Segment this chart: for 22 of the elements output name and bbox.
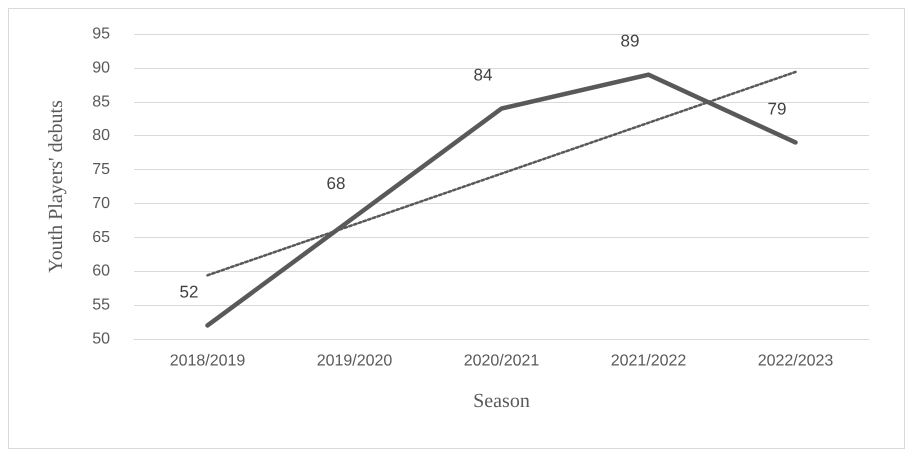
x-tick-label: 2019/2020: [316, 352, 392, 370]
y-tick-label: 75: [92, 161, 110, 178]
data-label: 84: [474, 66, 492, 85]
data-label: 68: [326, 174, 346, 193]
x-tick-label: 2021/2022: [610, 352, 686, 370]
y-tick-label: 80: [92, 127, 110, 144]
y-tick-label: 65: [92, 228, 110, 246]
data-label: 52: [180, 282, 198, 302]
data-label: 89: [620, 32, 640, 51]
y-tick-label: 60: [92, 262, 110, 280]
y-tick-label: 70: [92, 194, 110, 212]
x-axis-title: Season: [473, 390, 530, 412]
y-tick-label: 55: [92, 296, 110, 314]
data-label: 79: [768, 99, 786, 118]
y-tick-label: 90: [92, 59, 110, 76]
y-tick-label: 50: [92, 330, 110, 348]
y-tick-label: 95: [92, 26, 110, 42]
y-tick-label: 85: [92, 93, 110, 110]
x-tick-label: 2020/2021: [464, 352, 540, 370]
x-tick-label: 2022/2023: [758, 352, 834, 370]
x-tick-label: 2018/2019: [170, 352, 246, 370]
y-axis-title: Youth Players' debuts: [45, 100, 67, 273]
